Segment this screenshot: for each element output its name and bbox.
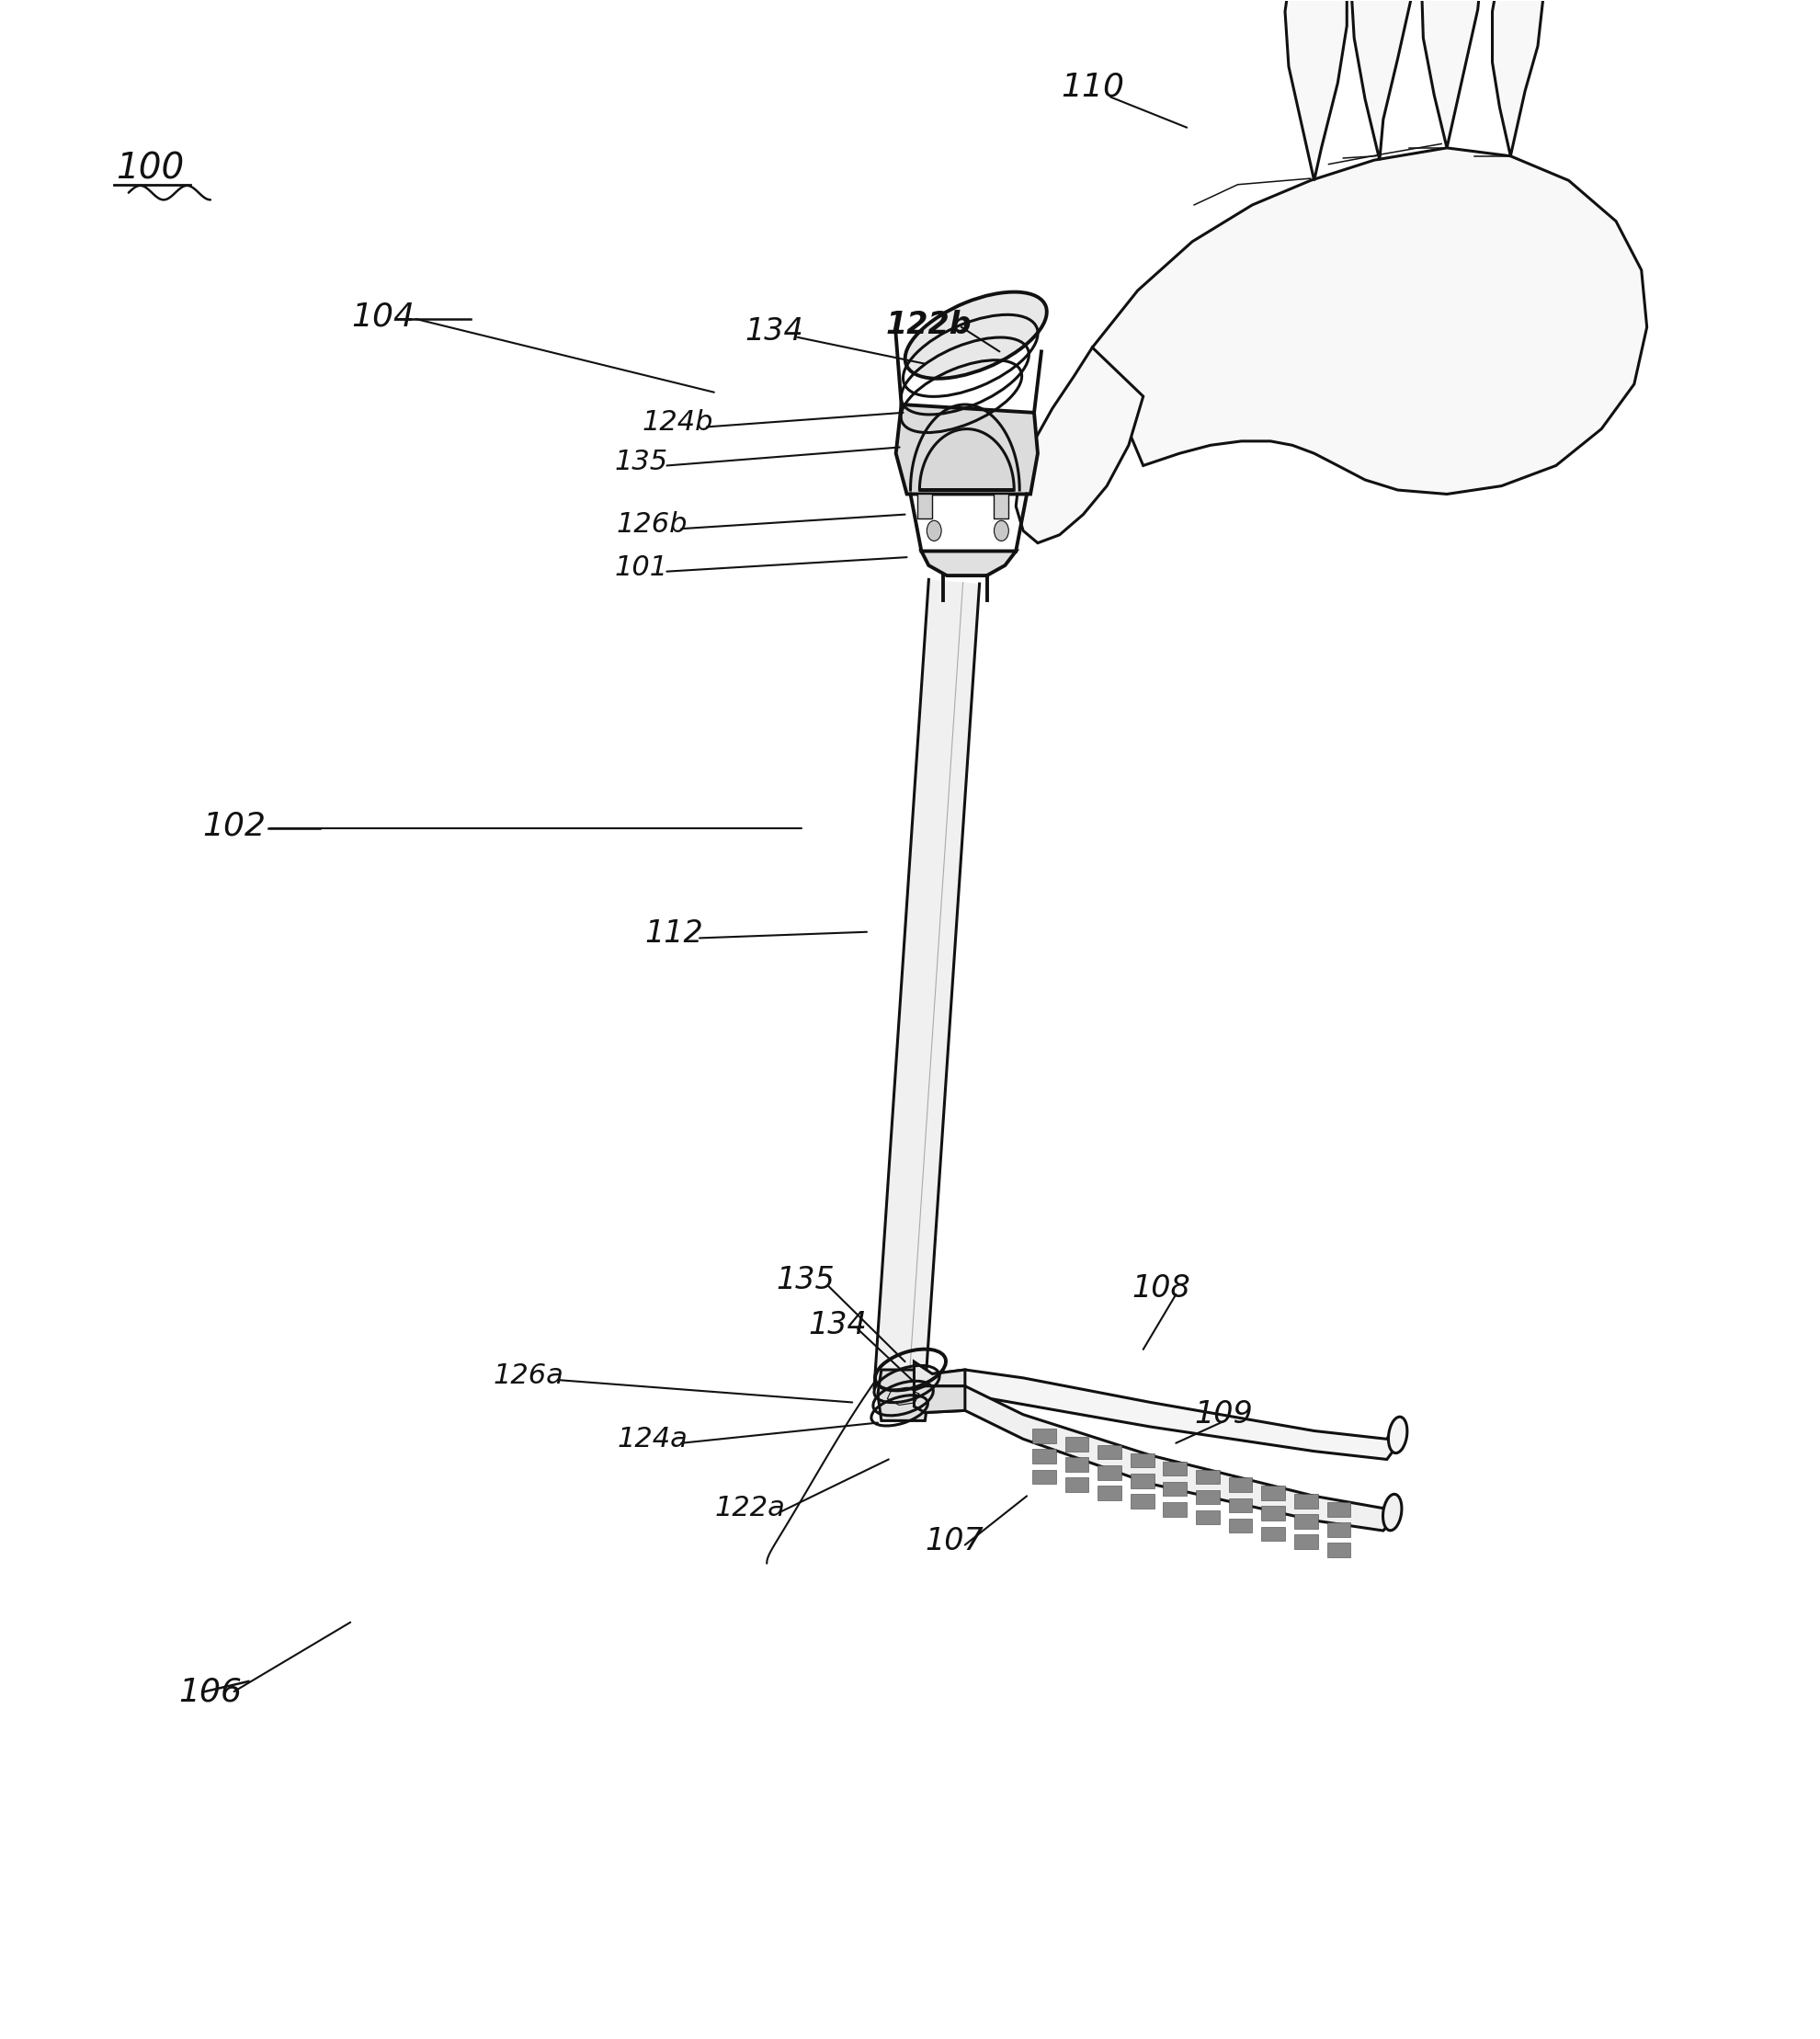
Polygon shape: [1092, 149, 1645, 493]
Text: 110: 110: [1059, 71, 1123, 102]
FancyBboxPatch shape: [917, 493, 932, 518]
Polygon shape: [1421, 0, 1483, 149]
Text: 122b: 122b: [885, 310, 972, 341]
FancyBboxPatch shape: [1097, 1486, 1121, 1501]
FancyBboxPatch shape: [1261, 1527, 1285, 1541]
Text: 108: 108: [1132, 1272, 1190, 1303]
FancyBboxPatch shape: [1130, 1474, 1154, 1488]
FancyBboxPatch shape: [1065, 1478, 1088, 1493]
FancyBboxPatch shape: [994, 493, 1008, 518]
Ellipse shape: [1387, 1417, 1407, 1454]
Polygon shape: [895, 404, 1037, 493]
Polygon shape: [925, 1387, 1392, 1531]
Polygon shape: [921, 551, 1016, 575]
FancyBboxPatch shape: [1294, 1495, 1318, 1509]
Text: 112: 112: [644, 920, 703, 948]
Polygon shape: [914, 1362, 965, 1399]
Polygon shape: [1350, 0, 1416, 161]
Text: 107: 107: [925, 1525, 983, 1556]
Text: 134: 134: [744, 316, 803, 347]
FancyBboxPatch shape: [1163, 1462, 1187, 1476]
FancyBboxPatch shape: [1163, 1482, 1187, 1497]
FancyBboxPatch shape: [1228, 1499, 1252, 1513]
FancyBboxPatch shape: [1327, 1544, 1350, 1558]
FancyBboxPatch shape: [1032, 1429, 1056, 1444]
FancyBboxPatch shape: [1327, 1523, 1350, 1537]
Text: 100: 100: [116, 151, 184, 186]
FancyBboxPatch shape: [1130, 1495, 1154, 1509]
FancyBboxPatch shape: [1065, 1437, 1088, 1452]
FancyBboxPatch shape: [1032, 1450, 1056, 1464]
FancyBboxPatch shape: [1261, 1486, 1285, 1501]
FancyBboxPatch shape: [1196, 1470, 1219, 1484]
FancyBboxPatch shape: [1097, 1466, 1121, 1480]
FancyBboxPatch shape: [1163, 1503, 1187, 1517]
Polygon shape: [914, 1387, 965, 1413]
Text: 102: 102: [202, 809, 266, 842]
Text: 124b: 124b: [642, 410, 713, 436]
FancyBboxPatch shape: [1228, 1478, 1252, 1493]
Polygon shape: [877, 1370, 928, 1421]
Text: 126b: 126b: [617, 512, 688, 538]
FancyBboxPatch shape: [1261, 1507, 1285, 1521]
Ellipse shape: [994, 520, 1008, 540]
Polygon shape: [874, 579, 979, 1393]
Ellipse shape: [926, 520, 941, 540]
Text: 135: 135: [615, 449, 668, 475]
FancyBboxPatch shape: [1196, 1511, 1219, 1525]
FancyBboxPatch shape: [1228, 1519, 1252, 1533]
FancyBboxPatch shape: [1196, 1491, 1219, 1505]
FancyBboxPatch shape: [1130, 1454, 1154, 1468]
Text: 104: 104: [351, 302, 415, 332]
Text: 106: 106: [178, 1676, 242, 1707]
Text: 126a: 126a: [493, 1362, 564, 1389]
Text: 135: 135: [775, 1264, 834, 1295]
FancyBboxPatch shape: [1294, 1535, 1318, 1550]
Text: 101: 101: [615, 555, 668, 581]
Text: 109: 109: [1194, 1399, 1252, 1429]
Text: 124a: 124a: [617, 1425, 688, 1452]
FancyBboxPatch shape: [1327, 1503, 1350, 1517]
Polygon shape: [1016, 347, 1143, 542]
FancyBboxPatch shape: [1097, 1446, 1121, 1460]
Polygon shape: [932, 1370, 1396, 1460]
Text: 134: 134: [808, 1309, 866, 1340]
Ellipse shape: [1381, 1495, 1401, 1531]
Ellipse shape: [905, 292, 1046, 379]
FancyBboxPatch shape: [1032, 1470, 1056, 1484]
Polygon shape: [1492, 0, 1543, 157]
Text: 122a: 122a: [715, 1495, 786, 1521]
FancyBboxPatch shape: [1294, 1515, 1318, 1529]
Polygon shape: [919, 428, 1014, 489]
FancyBboxPatch shape: [1065, 1458, 1088, 1472]
Polygon shape: [1285, 0, 1347, 181]
